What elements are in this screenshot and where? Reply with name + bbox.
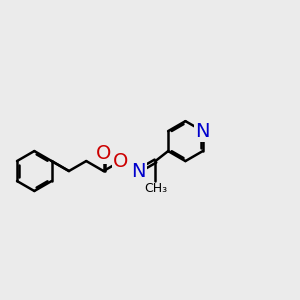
Text: CH₃: CH₃: [144, 182, 167, 195]
Text: O: O: [113, 152, 128, 170]
Text: N: N: [196, 122, 210, 141]
Text: O: O: [96, 143, 111, 163]
Text: N: N: [131, 161, 146, 181]
